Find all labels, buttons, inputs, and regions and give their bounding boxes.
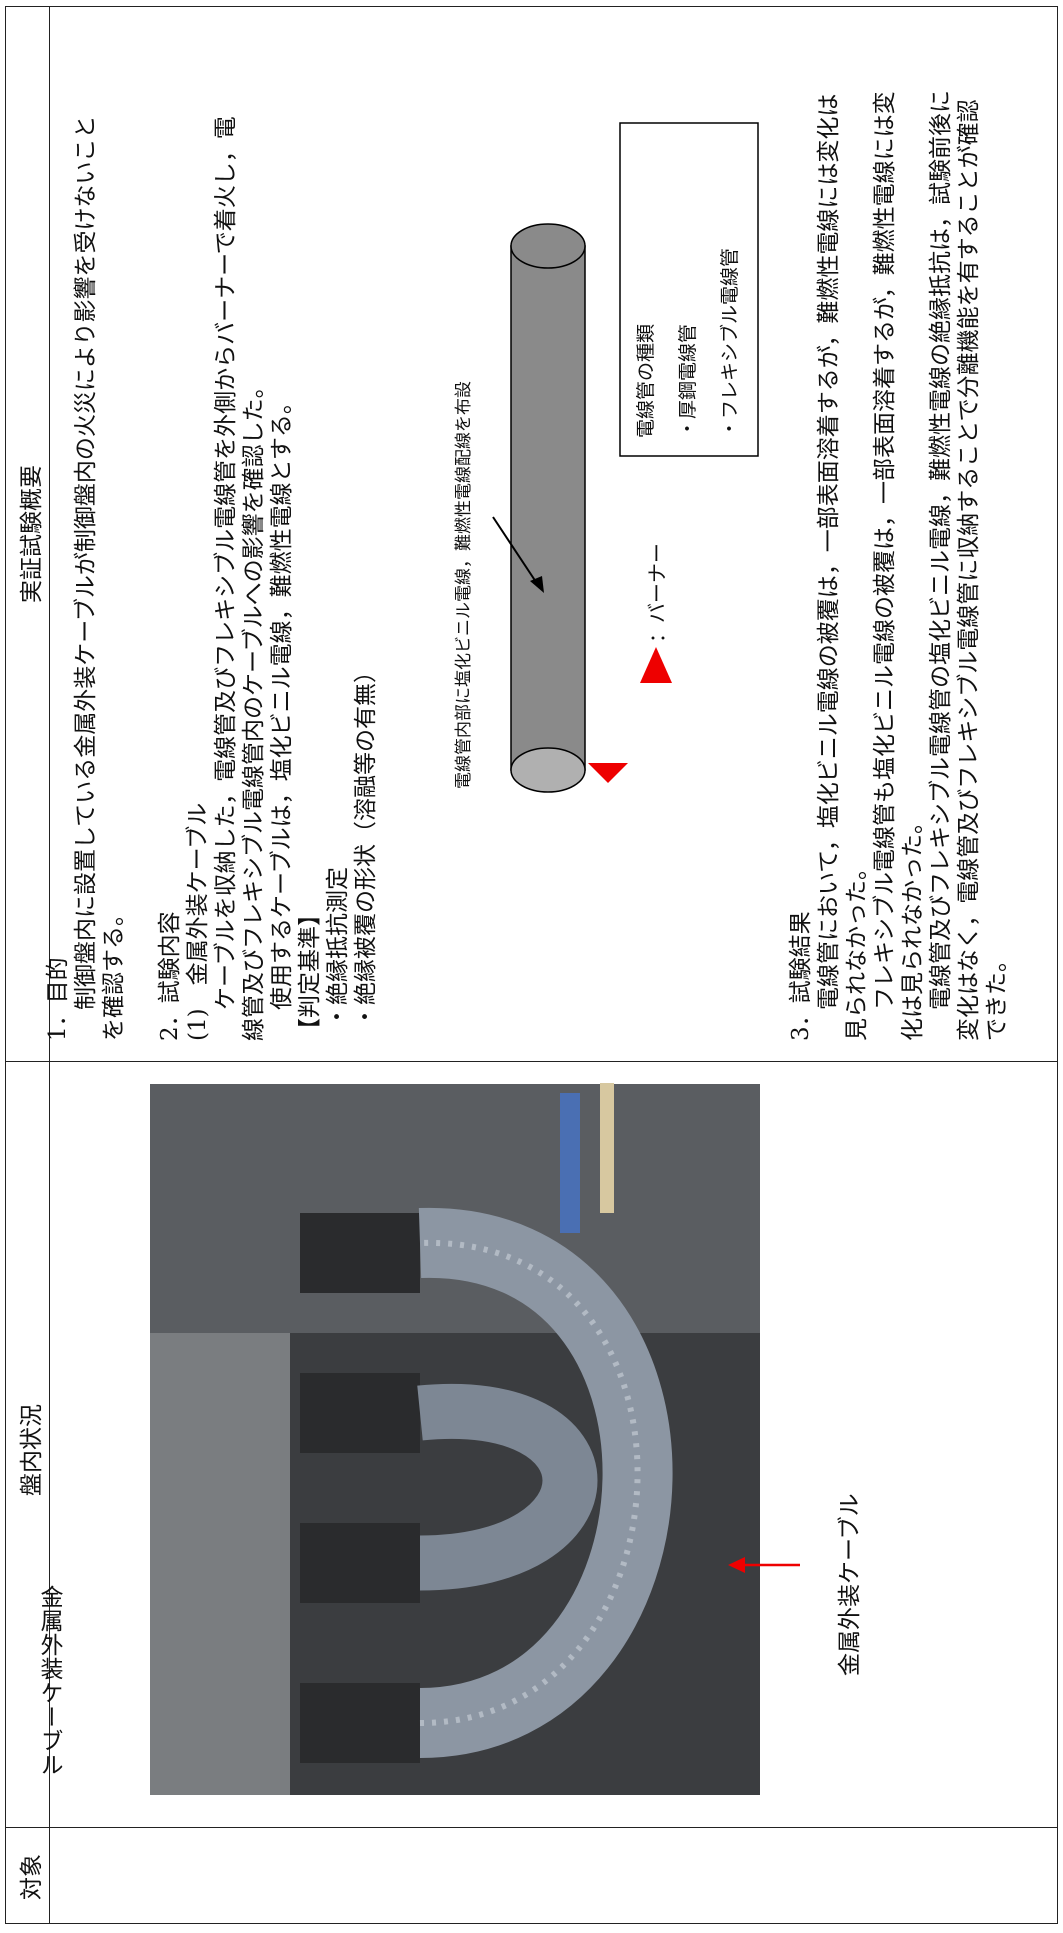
text-line: 電線管において，塩化ビニル電線の被覆は，一部表面溶着するが，難燃性電線には変化は xyxy=(816,93,842,1010)
text-line: 【判定基準】 xyxy=(297,903,323,1041)
text-line: 使用するケーブルは，塩化ビニル電線，難燃性電線とする。 xyxy=(269,391,295,1010)
pipe xyxy=(510,245,586,771)
text-line: (1) 金属外装ケーブル xyxy=(185,802,211,1041)
text-line: ケーブルを収納した，電線管及びフレキシブル電線管を外側からバーナーで着火し，電 xyxy=(213,116,239,1010)
text-line: を確認する。 xyxy=(101,903,127,1041)
text-line: 化は見られなかった。 xyxy=(900,811,926,1041)
photo xyxy=(150,1083,760,1795)
text-line: 電線管及びフレキシブル電線管の塩化ビニル電線，難燃性電線の絶縁抵抗は，試験前後に xyxy=(928,90,954,1010)
target-label: 金属外装ケーブル xyxy=(36,1585,62,1777)
text-line: できた。 xyxy=(984,949,1010,1041)
pipe-type: ・厚鋼電線管 xyxy=(677,323,699,438)
pipe-end xyxy=(510,223,586,269)
text-line: 線管及びフレキシブル電線管内のケーブルへの影響を確認した。 xyxy=(241,375,267,1041)
burner-label: ：バーナー xyxy=(645,543,669,643)
pipe-types-box xyxy=(619,122,759,457)
text-line: 変化はなく，電線管及びフレキシブル電線管に収納することで分離機能を有することが確… xyxy=(956,99,982,1041)
text-line: フレキシブル電線管も塩化ビニル電線の被覆は，一部表面溶着するが，難燃性電線には変 xyxy=(872,91,898,1010)
pipe-label: 電線管内部に塩化ビニル電線，難燃性電線配線を布設 xyxy=(454,381,474,789)
text-line: 1．目的 xyxy=(45,957,71,1041)
pipe-type: 電線管の種類 xyxy=(635,323,657,438)
label-arrow xyxy=(492,516,541,589)
text-line: 2．試験内容 xyxy=(157,911,183,1041)
text-line: ・絶縁抵抗測定 xyxy=(325,867,351,1028)
pipe-end xyxy=(510,747,586,793)
pipe-type: ・フレキシブル電線管 xyxy=(719,247,741,438)
text-line: 3．試験結果 xyxy=(788,911,814,1041)
text-line: 見られなかった。 xyxy=(844,857,870,1041)
text-line: ・絶縁被覆の形状（溶融等の有無） xyxy=(353,660,379,1028)
legend-burner xyxy=(640,647,672,683)
text-line: 制御盤内に設置している金属外装ケーブルが制御盤内の火災により影響を受けないこと xyxy=(73,115,99,1010)
photo-caption: 金属外装ケーブル xyxy=(837,1493,863,1676)
caption-arrowhead xyxy=(728,1557,745,1573)
burner-marker xyxy=(588,763,628,783)
label-arrowhead xyxy=(530,576,544,593)
